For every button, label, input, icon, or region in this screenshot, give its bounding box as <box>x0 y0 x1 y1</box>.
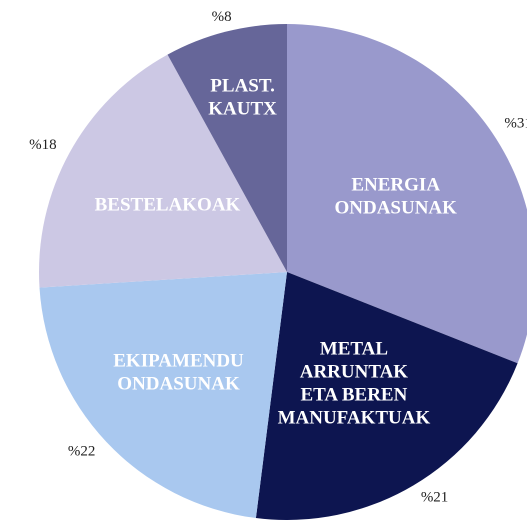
slice-label: PLAST. KAUTX <box>208 76 277 120</box>
slice-label: ENERGIA ONDASUNAK <box>334 175 457 219</box>
slice-label: METAL ARRUNTAK ETA BEREN MANUFAKTUAK <box>278 339 431 429</box>
slice-label: BESTELAKOAK <box>95 195 241 216</box>
pie-slice <box>167 23 287 272</box>
slice-label: EKIPAMENDU ONDASUNAK <box>113 351 244 395</box>
value-label: %21 <box>421 490 449 506</box>
value-label: %22 <box>68 443 96 459</box>
pie-slice <box>39 54 287 288</box>
pie-slice <box>287 24 527 364</box>
value-label: %18 <box>29 137 57 153</box>
value-label: %31 <box>504 116 527 132</box>
value-label: %8 <box>212 9 232 25</box>
pie-slice <box>255 272 518 520</box>
pie-slice <box>39 272 287 519</box>
